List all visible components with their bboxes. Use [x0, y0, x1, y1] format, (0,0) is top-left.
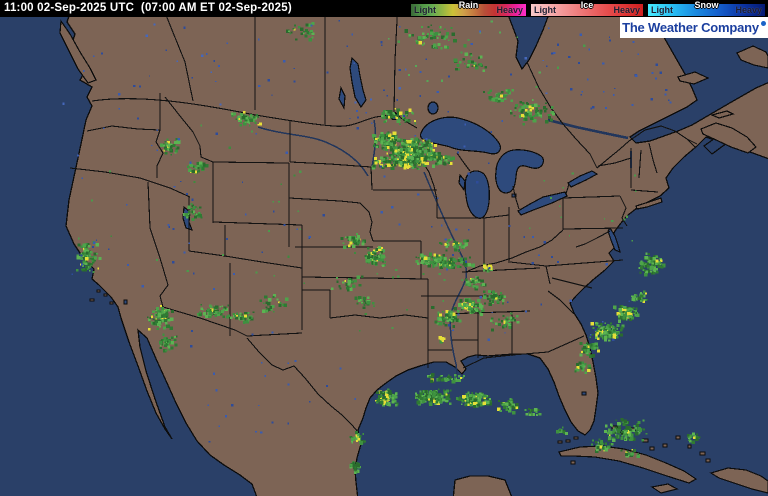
salton-sea	[123, 299, 128, 305]
isla-juventud	[570, 460, 576, 465]
rio-grande-border	[246, 337, 359, 433]
vancouver-island	[59, 19, 97, 84]
missouri-river	[257, 126, 369, 177]
lake-superior	[420, 116, 501, 155]
legend-snow-light: Light	[651, 5, 673, 15]
channel-islands	[89, 289, 114, 305]
lake-winnipeg	[349, 56, 367, 109]
hispaniola	[709, 467, 768, 494]
green-bay	[458, 173, 466, 192]
legend-ice-heavy: Heavy	[613, 5, 640, 15]
lake-huron	[495, 149, 544, 194]
cuba	[558, 445, 698, 484]
timestamp-text: 11:00 02-Sep-2025 UTC (07:00 AM ET 02-Se…	[4, 2, 292, 14]
lake-erie	[517, 191, 568, 216]
chesapeake-bay	[607, 226, 621, 254]
legend-ice-label: Ice	[580, 0, 594, 10]
lake-winnipegosis	[338, 86, 346, 111]
jamaica	[650, 483, 679, 494]
mississippi-river	[423, 171, 468, 378]
florida-keys	[557, 436, 579, 444]
legend-rain: Rain Light Heavy	[410, 0, 527, 17]
lake-okeechobee	[581, 391, 587, 396]
top-status-bar: 11:00 02-Sep-2025 UTC (07:00 AM ET 02-Se…	[0, 0, 768, 17]
legend-snow-label: Snow	[694, 0, 719, 10]
legend-rain-light: Light	[414, 5, 436, 15]
ohio-river-border	[467, 229, 564, 272]
globe-dot-icon	[760, 20, 766, 26]
precip-legend: Rain Light Heavy Ice Light Heavy Snow Li…	[410, 0, 766, 17]
precip-noise-specks	[62, 20, 672, 443]
anticosti-island	[677, 71, 710, 85]
legend-ice-light: Light	[534, 5, 556, 15]
pacific-ocean	[0, 0, 258, 496]
weather-company-logo-text: The Weather Company	[622, 20, 759, 35]
lake-michigan	[464, 170, 490, 219]
lake-nipigon	[427, 101, 439, 115]
legend-ice: Ice Light Heavy	[530, 0, 644, 17]
legend-snow-heavy: Heavy	[735, 5, 762, 15]
lake-st-clair	[511, 193, 517, 198]
nova-scotia	[700, 122, 757, 154]
legend-snow: Snow Light Heavy	[647, 0, 766, 17]
legend-rain-heavy: Heavy	[496, 5, 523, 15]
long-island	[635, 197, 663, 210]
lake-ontario	[567, 170, 599, 188]
legend-rain-label: Rain	[458, 0, 479, 10]
prince-edward-island	[710, 110, 735, 119]
newfoundland	[736, 45, 768, 69]
lakes	[123, 56, 621, 396]
weather-company-logo: The Weather Company	[620, 17, 768, 38]
radar-echoes	[75, 22, 701, 474]
